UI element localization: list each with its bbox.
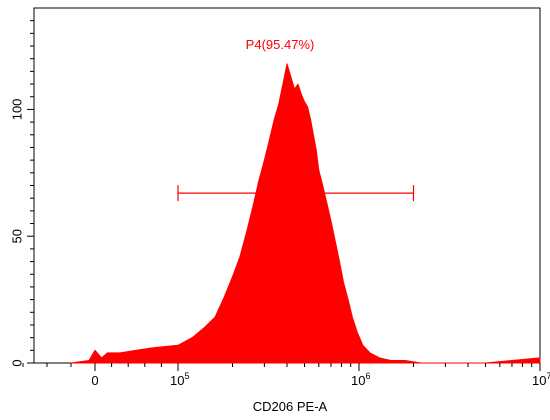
histogram-fill [70, 63, 541, 364]
x-tick-label: 0 [91, 373, 98, 388]
x-tick-label: 106 [351, 371, 370, 388]
y-tick-label: 100 [9, 99, 24, 121]
x-axis-title: CD206 PE-A [253, 399, 328, 414]
y-tick-label: 50 [9, 229, 24, 243]
y-tick-label: 0 [9, 359, 24, 366]
x-tick-label: 105 [170, 371, 189, 388]
gate-label: P4(95.47%) [246, 37, 315, 52]
x-tick-label: 107 [532, 371, 550, 388]
